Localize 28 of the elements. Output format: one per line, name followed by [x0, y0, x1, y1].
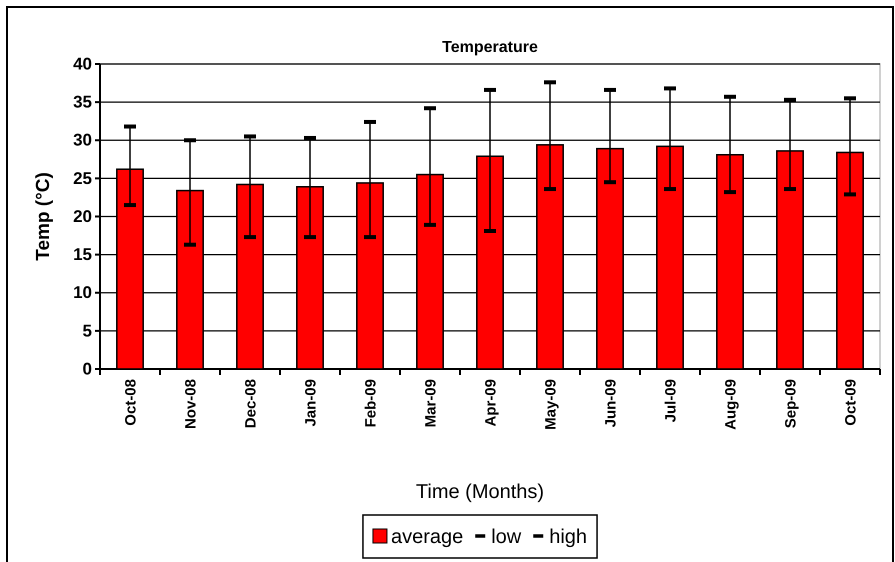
x-tick-label: Feb-09: [362, 379, 380, 428]
legend-label: high: [549, 526, 588, 548]
x-tick-label: Sep-09: [782, 379, 800, 428]
x-tick-label: Jun-09: [602, 379, 620, 428]
legend-label: average: [390, 526, 464, 548]
x-tick-label: May-09: [542, 379, 560, 430]
y-tick-label: 40: [73, 54, 92, 74]
x-tick-label: Jul-09: [662, 379, 680, 422]
y-tick-label: 30: [73, 130, 92, 150]
x-tick-label: Nov-08: [182, 379, 200, 430]
x-axis-title: Time (Months): [416, 481, 544, 503]
y-tick-label: 15: [73, 245, 92, 264]
y-tick-label: 35: [73, 92, 92, 112]
y-tick-label: 20: [73, 206, 92, 226]
x-tick-label: Oct-08: [122, 379, 140, 426]
x-tick-label: Oct-09: [842, 379, 860, 426]
x-tick-label: Apr-09: [482, 379, 500, 427]
chart-title: Temperature: [442, 39, 538, 56]
y-axis-title: Temp (°C): [33, 172, 54, 261]
y-tick-label: 25: [73, 168, 92, 188]
y-tick-label: 0: [82, 359, 92, 378]
x-tick-label: Jan-09: [302, 379, 320, 427]
y-tick-label: 10: [73, 283, 92, 302]
legend-label: low: [491, 526, 522, 548]
x-tick-label: Dec-08: [242, 379, 260, 428]
x-tick-label: Mar-09: [422, 379, 440, 428]
y-tick-label: 5: [82, 321, 92, 340]
x-tick-label: Aug-09: [722, 379, 740, 430]
